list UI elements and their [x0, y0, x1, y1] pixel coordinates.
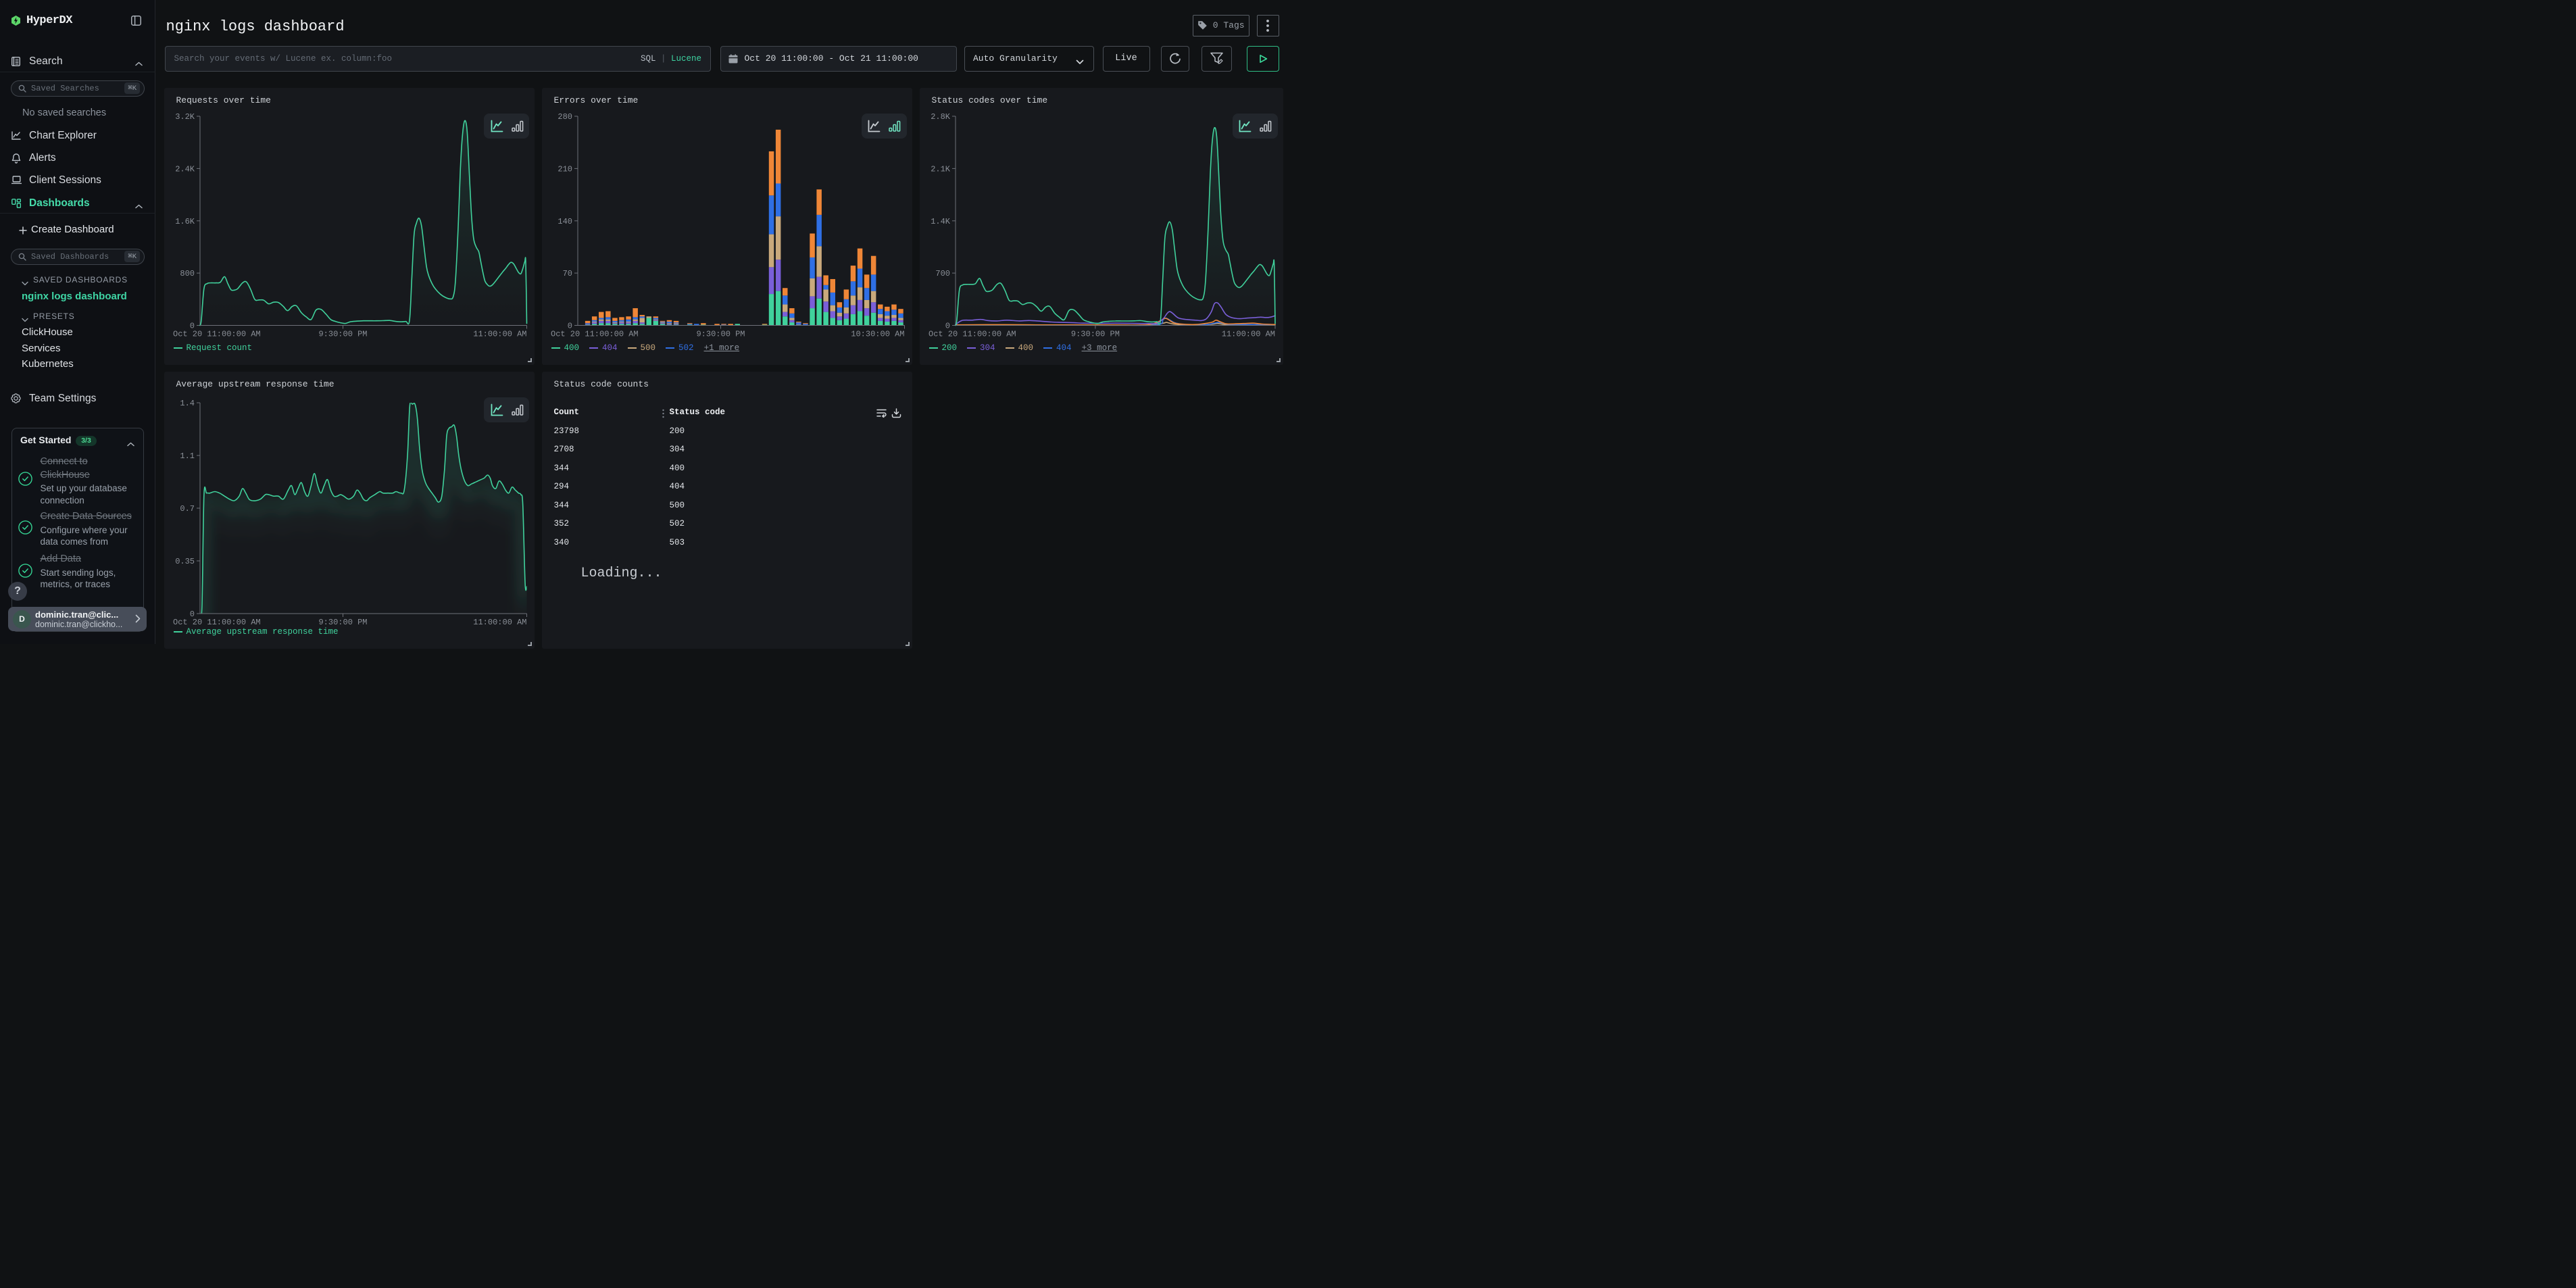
- svg-text:Oct 20 11:00:00 AM: Oct 20 11:00:00 AM: [928, 330, 1016, 339]
- svg-text:9:30:00 PM: 9:30:00 PM: [696, 330, 745, 339]
- svg-text:2.1K: 2.1K: [931, 164, 951, 174]
- svg-text:0: 0: [189, 610, 194, 619]
- svg-text:1.4: 1.4: [180, 399, 195, 408]
- svg-text:11:00:00 AM: 11:00:00 AM: [473, 618, 526, 627]
- svg-text:280: 280: [558, 112, 572, 122]
- svg-text:10:30:00 AM: 10:30:00 AM: [851, 330, 904, 339]
- svg-text:Oct 20 11:00:00 AM: Oct 20 11:00:00 AM: [173, 618, 261, 627]
- svg-text:210: 210: [558, 164, 572, 174]
- svg-text:0.35: 0.35: [175, 557, 195, 566]
- svg-text:Oct 20 11:00:00 AM: Oct 20 11:00:00 AM: [173, 330, 261, 339]
- svg-text:2.4K: 2.4K: [175, 164, 195, 174]
- svg-text:11:00:00 AM: 11:00:00 AM: [473, 330, 526, 339]
- svg-text:3.2K: 3.2K: [175, 112, 195, 122]
- svg-text:9:30:00 PM: 9:30:00 PM: [1070, 330, 1119, 339]
- svg-text:700: 700: [935, 269, 950, 278]
- svg-text:1.1: 1.1: [180, 451, 195, 461]
- svg-text:Oct 20 11:00:00 AM: Oct 20 11:00:00 AM: [551, 330, 639, 339]
- svg-text:9:30:00 PM: 9:30:00 PM: [318, 330, 367, 339]
- svg-text:140: 140: [558, 217, 572, 226]
- svg-text:70: 70: [562, 269, 572, 278]
- svg-text:1.6K: 1.6K: [175, 217, 195, 226]
- svg-text:0: 0: [567, 322, 572, 331]
- svg-text:1.4K: 1.4K: [931, 217, 951, 226]
- svg-text:800: 800: [180, 269, 195, 278]
- svg-text:2.8K: 2.8K: [931, 112, 951, 122]
- svg-text:0: 0: [189, 322, 194, 331]
- svg-text:9:30:00 PM: 9:30:00 PM: [318, 618, 367, 627]
- svg-text:0: 0: [945, 322, 949, 331]
- svg-text:0.7: 0.7: [180, 504, 195, 514]
- svg-text:11:00:00 AM: 11:00:00 AM: [1221, 330, 1274, 339]
